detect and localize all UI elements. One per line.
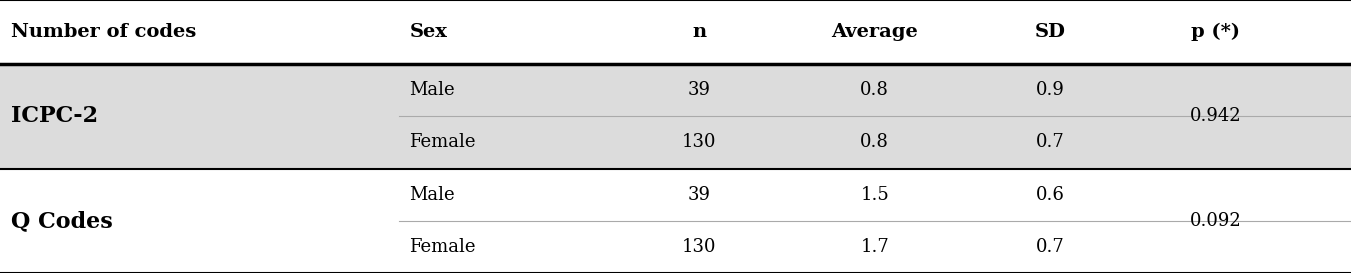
Text: ICPC-2: ICPC-2 [11,105,97,127]
Bar [0,64,1351,116]
Text: Number of codes: Number of codes [11,23,196,41]
Text: 39: 39 [688,186,711,204]
Text: SD: SD [1035,23,1066,41]
Text: Male: Male [409,81,455,99]
Text: 0.092: 0.092 [1190,212,1242,230]
Text: 0.6: 0.6 [1036,186,1065,204]
Text: 0.8: 0.8 [861,81,889,99]
Text: Average: Average [831,23,919,41]
Text: Female: Female [409,238,476,256]
Text: 0.9: 0.9 [1036,81,1065,99]
Bar [0,116,1351,168]
Text: 130: 130 [682,133,716,152]
Text: 0.7: 0.7 [1036,238,1065,256]
Text: 1.7: 1.7 [861,238,889,256]
Text: 1.5: 1.5 [861,186,889,204]
Text: 0.8: 0.8 [861,133,889,152]
Text: p (*): p (*) [1192,23,1240,41]
Text: n: n [692,23,707,41]
Text: Male: Male [409,186,455,204]
Text: Female: Female [409,133,476,152]
Text: 0.942: 0.942 [1190,107,1242,125]
Bar [0,221,1351,273]
Text: 39: 39 [688,81,711,99]
Text: Q Codes: Q Codes [11,210,112,232]
Text: Sex: Sex [409,23,447,41]
Bar [0,168,1351,221]
Text: 130: 130 [682,238,716,256]
Text: 0.7: 0.7 [1036,133,1065,152]
